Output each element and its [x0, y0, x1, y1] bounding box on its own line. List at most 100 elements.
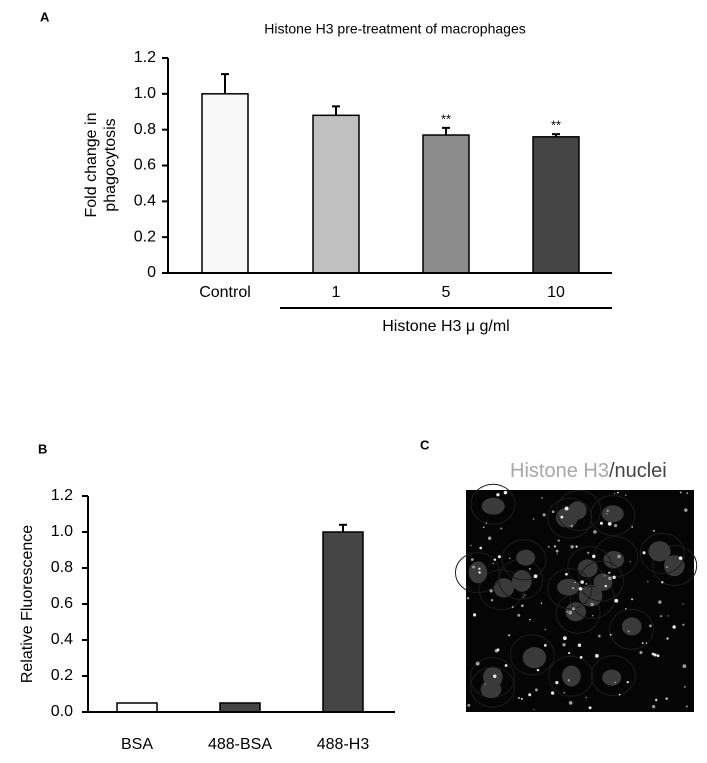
puncta — [580, 580, 584, 584]
puncta — [590, 602, 594, 607]
puncta — [556, 553, 558, 555]
puncta — [625, 494, 627, 496]
y-tick-label: 0.2 — [51, 667, 73, 684]
puncta — [566, 611, 568, 613]
nucleus — [621, 617, 642, 636]
puncta — [631, 526, 633, 528]
puncta — [542, 513, 546, 517]
puncta — [686, 492, 689, 494]
puncta — [557, 539, 560, 542]
nucleus — [562, 665, 581, 687]
nucleus — [522, 647, 547, 669]
panel-label: C — [420, 437, 430, 452]
y-tick-label: 1.0 — [51, 523, 73, 540]
y-tick-label: 0.8 — [51, 559, 73, 576]
puncta — [487, 536, 492, 541]
puncta — [667, 615, 670, 617]
puncta — [555, 549, 559, 553]
puncta — [528, 693, 532, 697]
nucleus — [557, 578, 580, 596]
nucleus — [516, 549, 536, 566]
puncta — [604, 584, 608, 588]
puncta — [572, 607, 576, 611]
y-tick-label: 0.2 — [134, 228, 156, 245]
puncta — [571, 586, 575, 590]
cell-outline — [590, 494, 636, 536]
puncta — [672, 625, 676, 629]
significance-label: ** — [441, 111, 451, 126]
cell-outline — [578, 560, 624, 602]
puncta — [472, 613, 477, 617]
puncta — [553, 545, 556, 548]
puncta — [593, 530, 597, 534]
puncta — [532, 518, 535, 520]
x-tick-label: 488-BSA — [208, 736, 272, 753]
puncta — [524, 594, 526, 597]
puncta — [685, 705, 688, 708]
puncta — [647, 581, 649, 583]
bar — [532, 136, 580, 274]
counterstain-label: /nuclei — [609, 460, 667, 482]
puncta — [567, 679, 570, 682]
nucleus — [481, 497, 505, 515]
nucleus — [480, 680, 502, 699]
puncta — [587, 551, 590, 554]
cell-outline — [501, 539, 547, 581]
puncta — [617, 491, 619, 494]
puncta — [562, 636, 567, 641]
puncta — [585, 696, 588, 699]
puncta — [678, 556, 683, 561]
bar — [422, 134, 470, 274]
puncta — [631, 598, 633, 601]
panel-c-title: Histone H3/nuclei — [510, 460, 667, 482]
puncta — [568, 651, 571, 655]
y-axis-label: Relative Fluorescence — [19, 525, 36, 683]
puncta — [503, 490, 508, 495]
puncta — [608, 571, 611, 574]
bar — [312, 114, 360, 274]
puncta — [528, 567, 531, 570]
puncta — [679, 491, 682, 494]
cell-outline — [639, 532, 685, 574]
puncta — [645, 642, 648, 644]
puncta — [479, 546, 483, 550]
cell-outline — [652, 545, 698, 587]
puncta — [564, 506, 569, 511]
nucleus — [468, 561, 488, 584]
puncta — [574, 581, 576, 584]
puncta — [560, 515, 564, 519]
x-tick-label: 10 — [547, 284, 565, 301]
puncta — [496, 648, 500, 652]
puncta — [472, 565, 475, 569]
puncta — [570, 545, 574, 549]
x-tick-label: 488-H3 — [317, 736, 370, 753]
y-tick-label: 0.0 — [51, 703, 73, 720]
cell-outline — [509, 634, 555, 676]
puncta — [483, 526, 485, 528]
bar — [219, 702, 261, 713]
puncta — [467, 703, 471, 707]
cell-outline — [454, 552, 500, 594]
y-axis-label: Fold change in — [83, 113, 100, 218]
puncta — [493, 558, 497, 561]
puncta — [591, 614, 594, 617]
puncta — [612, 575, 616, 579]
puncta — [625, 608, 627, 610]
puncta — [497, 555, 501, 559]
puncta — [496, 493, 500, 497]
puncta — [682, 664, 687, 669]
y-tick-label: 1.2 — [51, 487, 73, 504]
puncta — [683, 685, 686, 688]
puncta — [652, 529, 656, 532]
puncta — [568, 610, 573, 615]
y-tick-label: 0.8 — [134, 121, 156, 138]
cell-outline — [548, 655, 594, 697]
puncta — [649, 624, 652, 628]
bar — [201, 93, 249, 274]
puncta — [533, 709, 535, 711]
puncta — [651, 704, 656, 709]
puncta — [606, 509, 609, 512]
micrograph-cells — [454, 483, 698, 711]
nucleus — [493, 578, 515, 598]
